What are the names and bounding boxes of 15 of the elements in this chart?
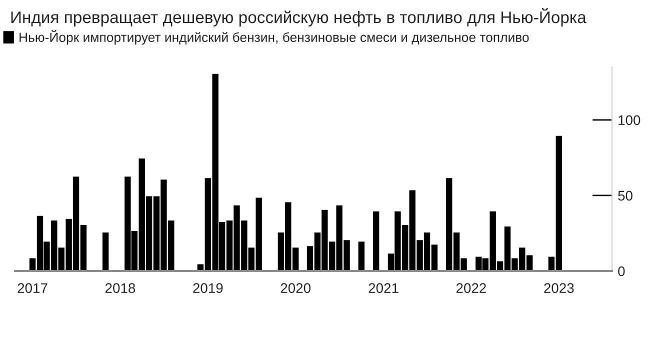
y-tick-label: 0 [618, 266, 625, 276]
x-tick-label: 2021 [368, 283, 398, 294]
y-tick-label: 50 [618, 190, 632, 201]
bar [372, 211, 380, 271]
bar [102, 232, 109, 271]
x-tick-label: 2017 [18, 283, 48, 294]
chart-title: Индия превращает дешевую российскую нефть в топливо для Нью-Йорка [11, 8, 586, 26]
x-tick-label: 2022 [456, 283, 486, 294]
x-tick-label: 2018 [105, 283, 136, 294]
y-tick-label: 100 [618, 115, 640, 126]
legend-label: Нью-Йорк импортирует индийский бензин, бензиновые смеси и дизельное топливо [20, 30, 529, 45]
x-tick-label: 2020 [280, 283, 311, 294]
bar [358, 242, 365, 271]
x-tick-label: 2023 [544, 283, 574, 294]
x-tick-label: 2019 [193, 283, 223, 294]
